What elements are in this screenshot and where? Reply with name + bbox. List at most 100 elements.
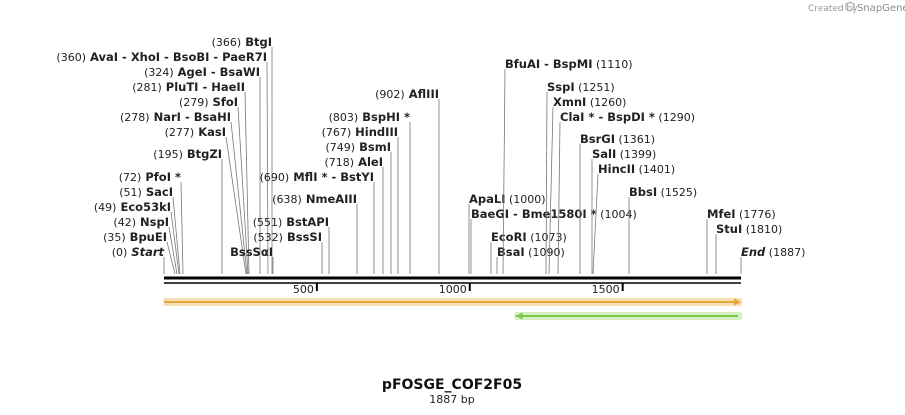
enzyme-name: ApaLI [469, 192, 506, 206]
site-sfoi[interactable]: (279) SfoI [179, 95, 249, 275]
site-position: (1004) [597, 208, 637, 221]
site-label: BbsI (1525) [629, 185, 697, 199]
enzyme-name: SacI [142, 185, 173, 199]
enzyme-name: AgeI [174, 65, 207, 79]
site-connector [172, 196, 181, 275]
site-bsssai[interactable]: BssSαI [230, 245, 274, 274]
site-separator: - [209, 50, 222, 64]
site-connector [545, 91, 548, 275]
enzyme-name: BspMI [553, 57, 593, 71]
site-btgzi[interactable]: (195) BtgZI [153, 147, 223, 274]
site-label: (690) MflI * - BstYI [260, 170, 374, 184]
site-separator: - [509, 207, 522, 221]
site-agei[interactable]: (324) AgeI - BsaWI [144, 65, 261, 274]
site-label: (72) PfoI * [119, 170, 181, 184]
site-bsmi[interactable]: (749) BsmI [326, 140, 392, 274]
site-bsssi[interactable]: (532) BssSI [253, 230, 323, 274]
site-nari[interactable]: (278) NarI - BsaHI [120, 110, 248, 275]
enzyme-name: BpuEI [126, 230, 167, 244]
enzyme-name: MflI * [289, 170, 327, 184]
site-position: (1887) [765, 246, 805, 259]
site-bsrgi[interactable]: BsrGI (1361) [579, 132, 655, 274]
enzyme-name: NarI [150, 110, 181, 124]
credit-brand: SnapGene [857, 3, 905, 14]
site-pfoi[interactable]: (72) PfoI * [119, 170, 184, 275]
enzyme-name: BsaWI [220, 65, 260, 79]
site-apali[interactable]: ApaLI (1000) [468, 192, 546, 274]
enzyme-name: PfoI * [141, 170, 181, 184]
site-position: (690) [260, 171, 290, 184]
site-position: (1073) [527, 231, 567, 244]
axis-tick-label: 500 [293, 283, 314, 296]
site-position: (532) [253, 231, 283, 244]
site-position: (1110) [593, 58, 633, 71]
site-label: (281) PluTI - HaeII [132, 80, 245, 94]
site-sali[interactable]: SalI (1399) [591, 147, 656, 274]
site-nmeaiii[interactable]: (638) NmeAIII [272, 192, 358, 274]
site-mfei[interactable]: MfeI (1776) [706, 207, 776, 274]
site-nspi[interactable]: (42) NspI [113, 215, 178, 275]
site-position: (1399) [616, 148, 656, 161]
site-start[interactable]: (0) Start [112, 245, 165, 274]
enzyme-name: SalI [592, 147, 616, 161]
enzyme-name: AflIII [405, 87, 439, 101]
site-saci[interactable]: (51) SacI [119, 185, 181, 275]
site-position: (35) [103, 231, 126, 244]
site-stui[interactable]: StuI (1810) [715, 222, 782, 274]
site-pluti[interactable]: (281) PluTI - HaeII [132, 80, 250, 275]
site-position: (1000) [506, 193, 546, 206]
site-position: (278) [120, 111, 150, 124]
site-label: BsrGI (1361) [580, 132, 655, 146]
site-ecori[interactable]: EcoRI (1073) [490, 230, 567, 274]
site-bsai[interactable]: BsaI (1090) [496, 245, 565, 274]
site-label: (360) AvaI - XhoI - BsoBI - PaeR7I [56, 50, 267, 64]
site-end[interactable]: End (1887) [740, 245, 805, 274]
feature-layer [163, 298, 742, 320]
enzyme-name: KasI [194, 125, 226, 139]
site-xmni[interactable]: XmnI (1260) [548, 95, 626, 275]
feature-reverse-arrow[interactable] [514, 312, 742, 320]
site-baegi[interactable]: BaeGI - Bme1580I * (1004) [470, 207, 637, 274]
map-title: pFOSGE_COF2F05 [382, 377, 522, 393]
site-label: ClaI * - BspDI * (1290) [560, 110, 695, 124]
feature-forward-arrow[interactable] [163, 298, 742, 306]
site-position: (638) [272, 193, 302, 206]
site-clai[interactable]: ClaI * - BspDI * (1290) [557, 110, 695, 275]
site-bstapi[interactable]: (551) BstAPI [253, 215, 330, 274]
enzyme-name: Eco53kI [116, 200, 171, 214]
site-label: (277) KasI [165, 125, 226, 139]
site-separator: - [328, 170, 341, 184]
enzyme-name: Bme1580I * [522, 207, 597, 221]
site-hincii[interactable]: HincII (1401) [592, 162, 675, 275]
site-label: (532) BssSI [253, 230, 322, 244]
site-mfli[interactable]: (690) MflI * - BstYI [260, 170, 375, 274]
site-eco53ki[interactable]: (49) Eco53kI [94, 200, 180, 275]
site-alei[interactable]: (718) AleI [324, 155, 384, 274]
site-connector [230, 121, 248, 275]
enzyme-name: AvaI [86, 50, 118, 64]
site-position: (0) [112, 246, 128, 259]
site-connector [592, 173, 599, 275]
site-btgi[interactable]: (366) BtgI [212, 35, 273, 274]
site-position: (360) [56, 51, 86, 64]
enzyme-name: StuI [716, 222, 742, 236]
site-bsphi[interactable]: (803) BspHI * [329, 110, 411, 274]
enzyme-name: BfuAI [505, 57, 540, 71]
site-connector [170, 211, 180, 275]
site-label: BfuAI - BspMI (1110) [505, 57, 633, 71]
site-sspi[interactable]: SspI (1251) [545, 80, 615, 275]
site-bpuei[interactable]: (35) BpuEI [103, 230, 176, 275]
axis-tick-label: 1000 [439, 283, 467, 296]
site-bfuai[interactable]: BfuAI - BspMI (1110) [502, 57, 633, 275]
site-avai[interactable]: (360) AvaI - XhoI - BsoBI - PaeR7I [56, 50, 269, 275]
site-kasi[interactable]: (277) KasI [165, 125, 247, 275]
site-connector [166, 241, 176, 275]
site-bbsi[interactable]: BbsI (1525) [628, 185, 697, 274]
site-hindiii[interactable]: (767) HindIII [322, 125, 399, 274]
site-label: (279) SfoI [179, 95, 238, 109]
site-label: (551) BstAPI [253, 215, 329, 229]
enzyme-name: EcoRI [491, 230, 527, 244]
site-position: (767) [322, 126, 352, 139]
site-label: (718) AleI [324, 155, 383, 169]
site-afliii[interactable]: (902) AflIII [375, 87, 440, 274]
